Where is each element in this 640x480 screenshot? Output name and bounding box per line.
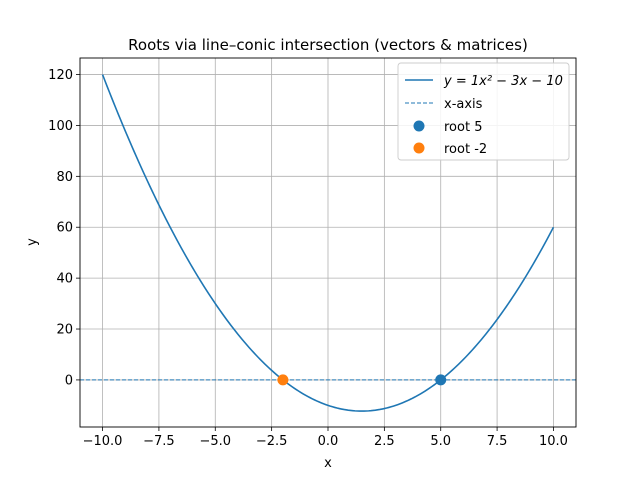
root-point xyxy=(277,374,289,386)
x-tick-label: −10.0 xyxy=(83,434,123,449)
x-axis-ticks: −10.0 −7.5 −5.0 −2.5 0.0 2.5 5.0 7.5 10.0 xyxy=(83,427,568,449)
y-axis-label: y xyxy=(25,238,40,246)
points-layer xyxy=(277,374,447,386)
y-tick-label: 60 xyxy=(56,221,73,236)
legend-swatch-point xyxy=(413,142,425,154)
y-tick-label: 100 xyxy=(48,119,73,134)
legend-label-point: root -2 xyxy=(444,142,487,157)
legend-label-baseline: x-axis xyxy=(444,97,483,112)
x-tick-label: −7.5 xyxy=(143,434,175,449)
root-point xyxy=(435,374,447,386)
x-tick-label: 10.0 xyxy=(539,434,568,449)
y-axis-ticks: 0 20 40 60 80 100 120 xyxy=(48,68,80,388)
x-axis-label: x xyxy=(324,456,332,471)
y-tick-label: 80 xyxy=(56,170,73,185)
x-tick-label: −2.5 xyxy=(256,434,288,449)
x-tick-label: 2.5 xyxy=(374,434,395,449)
x-tick-label: 0.0 xyxy=(318,434,339,449)
chart-title: Roots via line–conic intersection (vecto… xyxy=(128,36,528,54)
y-tick-label: 20 xyxy=(56,323,73,338)
x-tick-label: 5.0 xyxy=(430,434,451,449)
legend-label-curve: y = 1x² − 3x − 10 xyxy=(443,74,563,89)
x-tick-label: 7.5 xyxy=(487,434,508,449)
legend-label-point: root 5 xyxy=(444,120,482,135)
y-tick-label: 0 xyxy=(65,373,73,388)
curve-layer xyxy=(101,74,555,412)
y-tick-label: 120 xyxy=(48,68,73,83)
legend-box xyxy=(397,62,570,161)
y-tick-label: 40 xyxy=(56,272,73,287)
legend: y = 1x² − 3x − 10 x-axis root 5 root -2 xyxy=(397,62,570,161)
series-line-parabola xyxy=(101,74,555,412)
legend-swatch-point xyxy=(413,120,425,132)
x-tick-label: −5.0 xyxy=(199,434,231,449)
